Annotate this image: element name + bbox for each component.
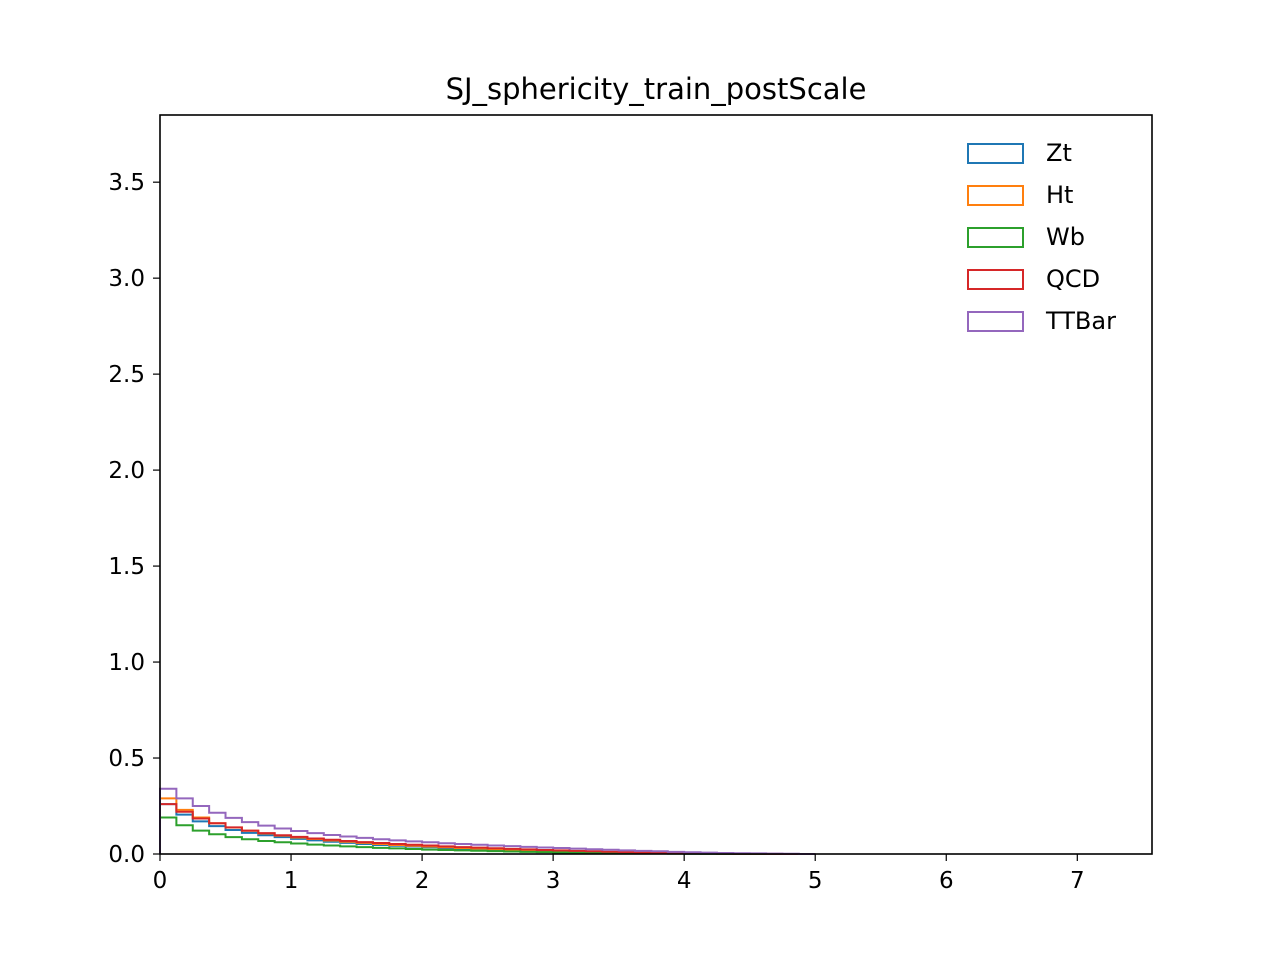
- legend-swatch-wb: [967, 227, 1024, 248]
- x-axis: 0 1 2 3 4 5 6 7: [153, 854, 1085, 894]
- y-tick-label: 0.5: [108, 746, 145, 772]
- series-ttbar-line: [159, 787, 816, 855]
- x-tick-label: 4: [677, 868, 692, 894]
- x-tick-label: 0: [153, 868, 168, 894]
- y-tick-label: 3.0: [108, 266, 145, 292]
- legend-label-ht: Ht: [1046, 181, 1073, 209]
- legend-label-ttbar: TTBar: [1045, 307, 1116, 335]
- x-tick-label: 1: [284, 868, 299, 894]
- y-tick-label: 1.5: [108, 554, 145, 580]
- legend-swatch-ht: [967, 185, 1024, 206]
- y-tick-label: 2.5: [108, 362, 145, 388]
- chart-title: SJ_sphericity_train_postScale: [446, 72, 867, 106]
- plot-frame: [159, 114, 1153, 855]
- legend-label-qcd: QCD: [1046, 265, 1100, 293]
- x-tick-label: 6: [939, 868, 954, 894]
- y-axis: 0.0 0.5 1.0 1.5 2.0 2.5 3.0 3.5: [108, 170, 160, 868]
- legend-swatch-qcd: [967, 269, 1024, 290]
- legend-swatch-ttbar: [967, 311, 1024, 332]
- x-tick-label: 7: [1070, 868, 1085, 894]
- x-tick-label: 2: [415, 868, 430, 894]
- legend: Zt Ht Wb QCD TTBar: [967, 139, 1116, 335]
- legend-label-wb: Wb: [1046, 223, 1085, 251]
- y-tick-label: 2.0: [108, 458, 145, 484]
- legend-swatch-zt: [967, 143, 1024, 164]
- y-tick-label: 1.0: [108, 650, 145, 676]
- x-tick-label: 3: [546, 868, 561, 894]
- y-tick-label: 3.5: [108, 170, 145, 196]
- legend-label-zt: Zt: [1046, 139, 1072, 167]
- x-tick-label: 5: [808, 868, 823, 894]
- y-tick-label: 0.0: [108, 842, 145, 868]
